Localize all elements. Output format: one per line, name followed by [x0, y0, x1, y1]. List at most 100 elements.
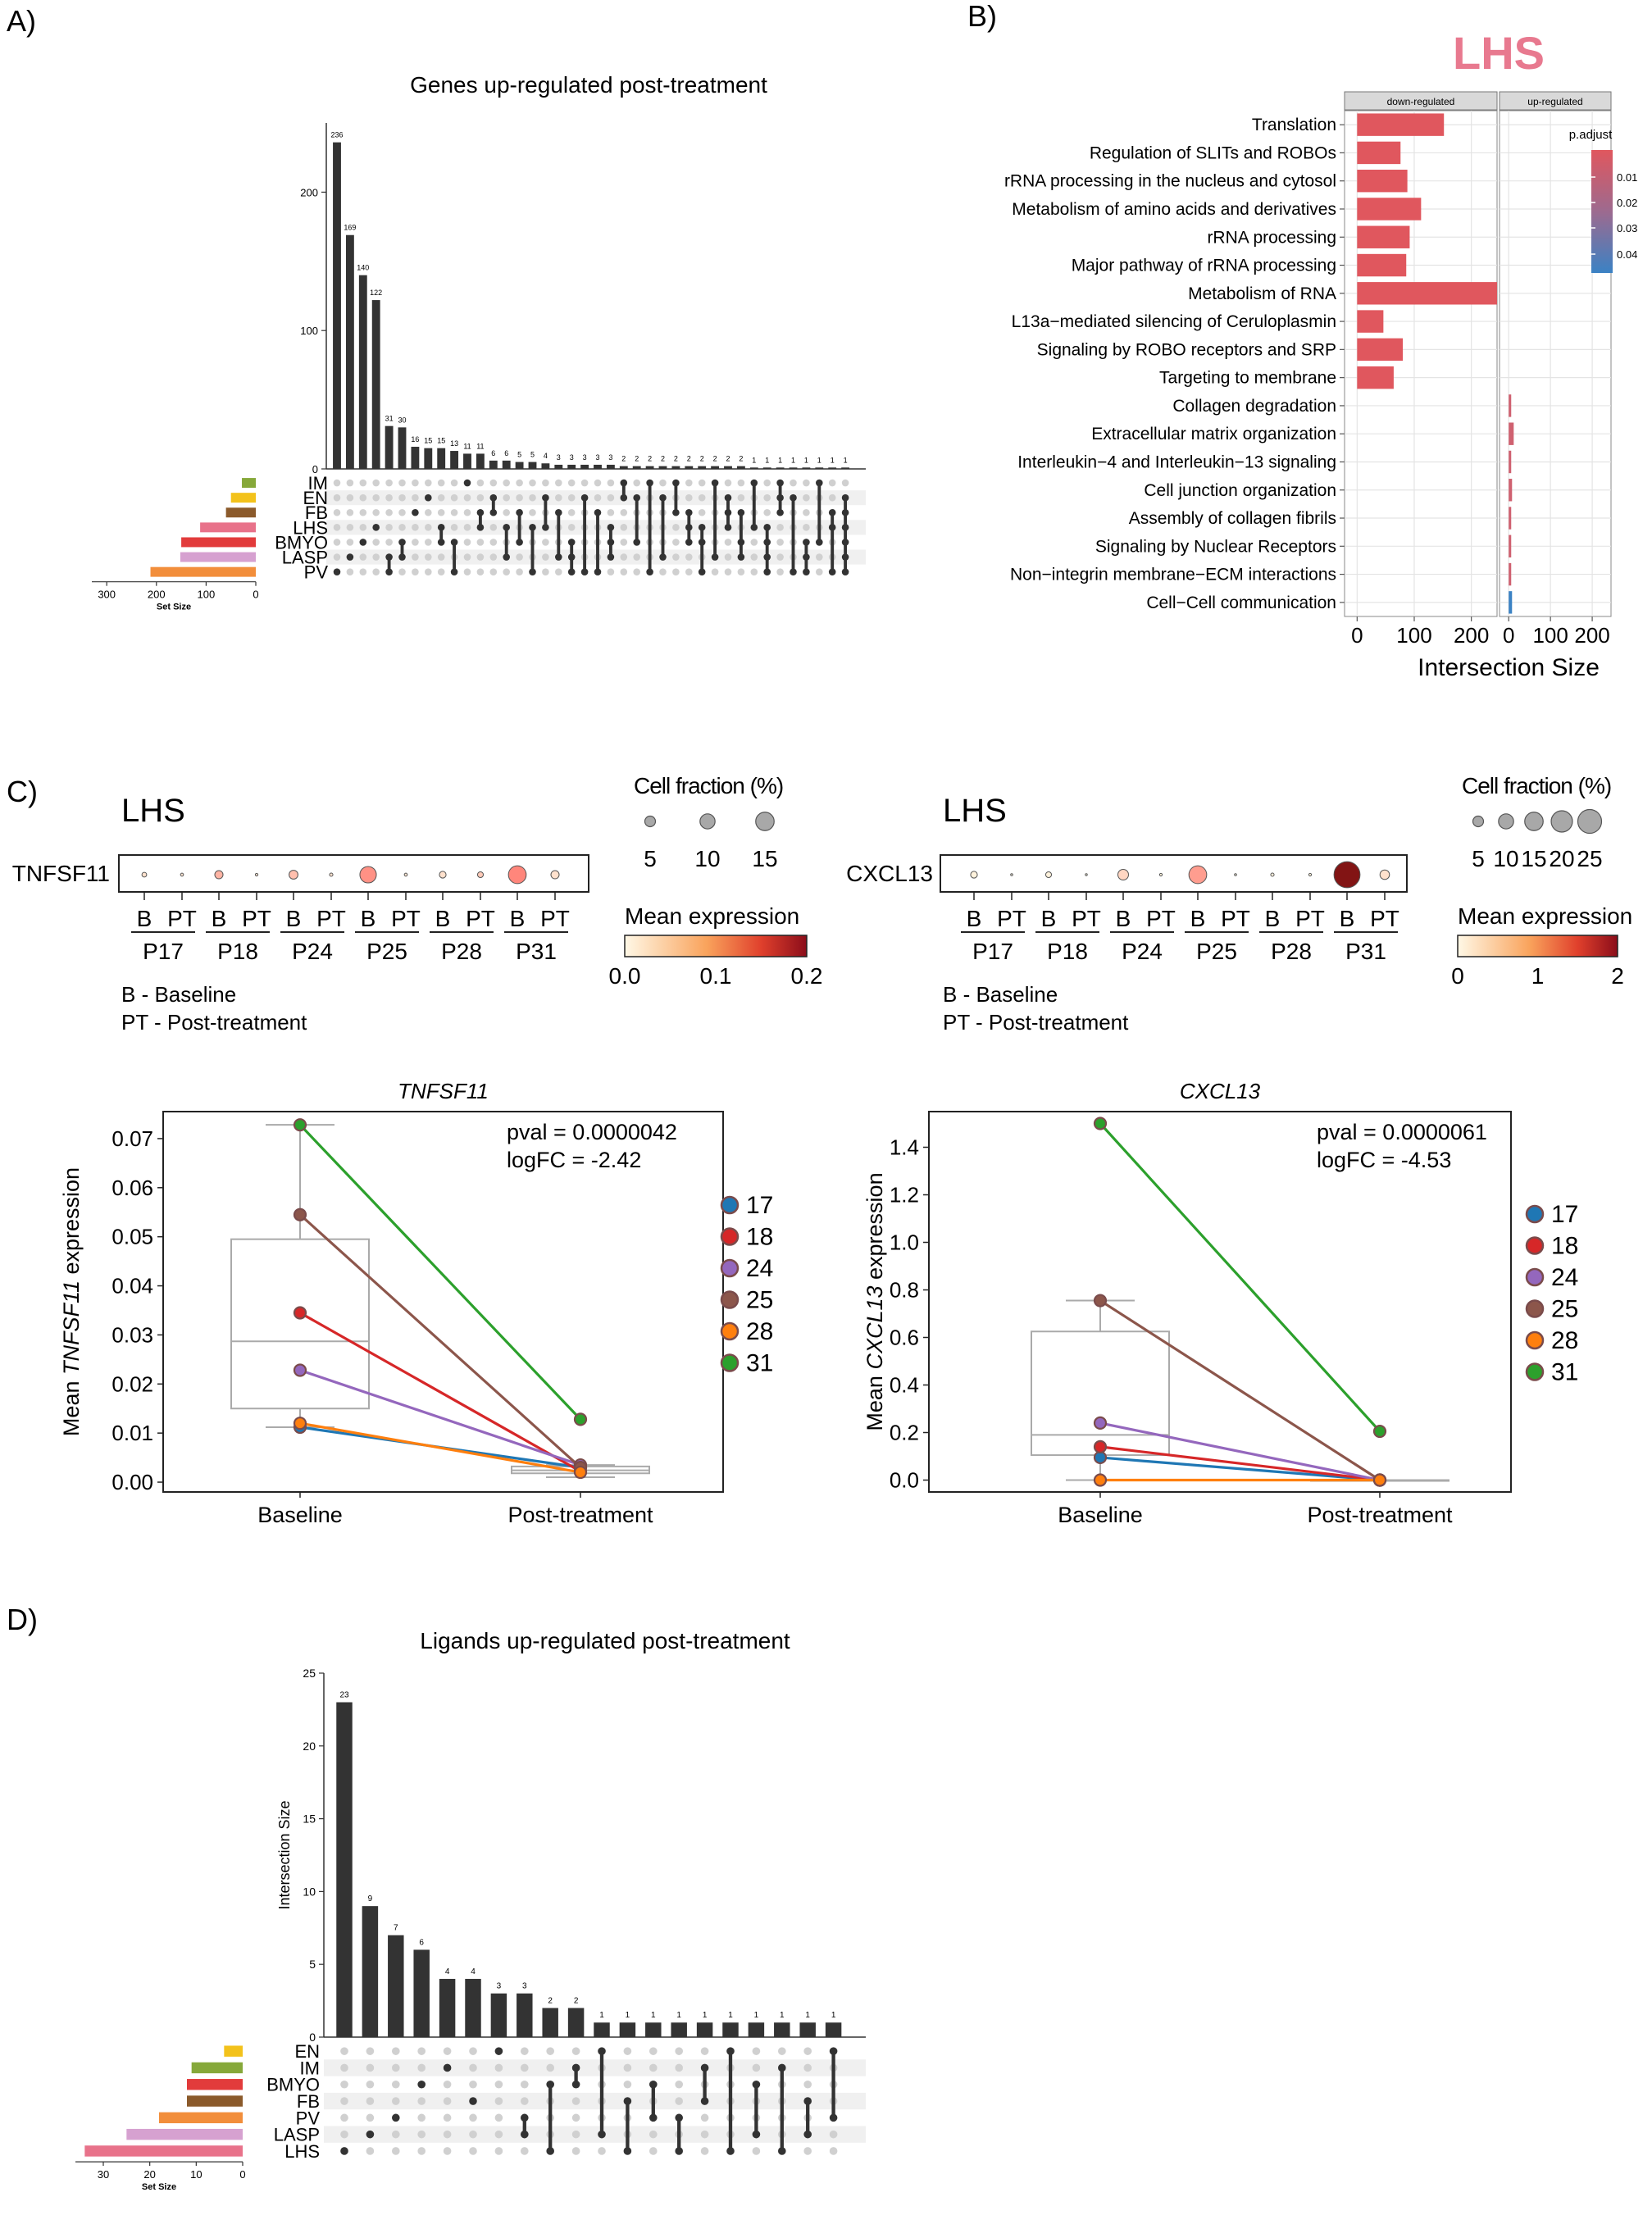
color-legend-tick: 1 — [1531, 963, 1545, 989]
pathway-bar — [1509, 562, 1512, 586]
matrix-dot-empty — [620, 539, 628, 546]
matrix-dot-empty — [776, 568, 784, 575]
pathway-label: Translation — [1252, 116, 1336, 134]
condition-label: PT — [167, 906, 197, 931]
matrix-dot-empty — [412, 539, 419, 546]
condition-label: PT — [1370, 906, 1399, 931]
matrix-dot-empty — [346, 479, 354, 487]
bar-value-label: 11 — [463, 442, 471, 450]
patient-line — [299, 1369, 581, 1467]
matrix-dot-empty — [503, 568, 510, 575]
matrix-dot-empty — [437, 508, 445, 516]
pathway-label: rRNA processing — [1207, 228, 1336, 247]
bar-value-label: 16 — [411, 435, 419, 443]
bar-value-label: 31 — [385, 415, 394, 423]
y-axis-label: Mean TNFSF11 expression — [59, 1167, 84, 1436]
panel-d-upset-chart: Ligands up-regulated post-treatment Inter… — [75, 1628, 866, 2192]
matrix-dot-empty — [685, 568, 693, 575]
condition-label: PT — [242, 906, 271, 931]
matrix-dot-filled — [494, 2047, 503, 2055]
intersection-bar — [465, 1978, 481, 2037]
matrix-dot-filled — [417, 2080, 426, 2089]
matrix-dot-filled — [425, 493, 432, 502]
matrix-dot-empty — [359, 568, 367, 575]
matrix-dot-empty — [803, 2047, 812, 2055]
y-tick-label: 200 — [300, 186, 318, 198]
bar-value-label: 1 — [728, 2011, 733, 2020]
matrix-dot-empty — [516, 568, 523, 575]
color-legend-tick: 0.2 — [791, 963, 823, 989]
y-tick-label: 0 — [312, 463, 318, 475]
size-legend-dot — [1577, 808, 1603, 835]
patient-label: P18 — [217, 939, 258, 964]
matrix-dot-empty — [623, 2080, 632, 2089]
matrix-dot-empty — [546, 2063, 554, 2072]
x-tick-label: 0 — [1503, 623, 1514, 648]
condition-label: B — [435, 906, 451, 931]
patient-point — [293, 1417, 307, 1430]
matrix-dot-empty — [750, 568, 758, 575]
matrix-dot-empty — [607, 479, 615, 487]
y-tick-label: 25 — [303, 1667, 316, 1680]
matrix-dot-empty — [649, 2130, 658, 2139]
matrix-dot-empty — [607, 493, 615, 502]
expression-dot — [476, 871, 485, 879]
size-legend-title: Cell fraction (%) — [634, 773, 783, 798]
matrix-dot-empty — [412, 479, 419, 487]
condition-label: PT — [391, 906, 421, 931]
matrix-dot-empty — [675, 2047, 683, 2055]
intersection-bar — [450, 451, 459, 469]
matrix-dot-empty — [463, 508, 471, 516]
chart-title: Genes up-regulated post-treatment — [410, 72, 767, 98]
matrix-dot-empty — [516, 553, 523, 561]
intersection-bar — [528, 462, 537, 469]
legend-marker — [720, 1258, 740, 1278]
intersection-bar — [736, 466, 745, 469]
legend-label: 24 — [1551, 1264, 1578, 1291]
bar-value-label: 1 — [703, 2011, 708, 2020]
matrix-dot-empty — [333, 553, 341, 561]
color-legend-tick: 0 — [1451, 963, 1464, 989]
legend-label: 31 — [1551, 1359, 1578, 1386]
matrix-dot-empty — [763, 508, 771, 516]
matrix-dot-empty — [346, 568, 354, 575]
intersection-bar — [749, 467, 758, 469]
matrix-dot-empty — [385, 524, 393, 531]
bar-value-label: 4 — [471, 1967, 476, 1976]
condition-label: B — [967, 906, 982, 931]
matrix-dot-empty — [392, 2130, 400, 2139]
matrix-dot-empty — [503, 508, 510, 516]
bar-value-label: 2 — [661, 455, 665, 463]
matrix-dot-empty — [469, 2047, 477, 2055]
matrix-dot-empty — [752, 2063, 761, 2072]
bar-value-label: 2 — [621, 455, 626, 463]
matrix-dot-empty — [398, 493, 406, 502]
set-size-bar — [200, 522, 256, 533]
pathway-bar — [1509, 534, 1512, 558]
matrix-dot-empty — [750, 553, 758, 561]
y-tick-label: 10 — [303, 1885, 316, 1898]
pathway-bar — [1357, 366, 1394, 389]
matrix-dot-empty — [555, 568, 562, 575]
bar-value-label: 2 — [674, 455, 678, 463]
color-legend-tick: 0.1 — [700, 963, 732, 989]
set-name-label: LHS — [293, 517, 328, 538]
legend-label: 28 — [746, 1318, 773, 1345]
color-legend-title: Mean expression — [1458, 903, 1632, 929]
panel-c-dotplot-tnfsf11: LHS TNFSF11 B PT P17 B PT P18 B PT P24 B PT P25 B PT P28… — [12, 773, 823, 1035]
legend-marker — [1525, 1299, 1545, 1318]
set-size-bar — [180, 552, 256, 562]
matrix-dot-empty — [649, 2147, 658, 2155]
y-label-prefix: Mean — [862, 1370, 887, 1431]
bar-value-label: 1 — [804, 456, 808, 464]
matrix-dot-empty — [649, 2063, 658, 2072]
pathway-label: Assembly of collagen fibrils — [1129, 509, 1336, 528]
intersection-bar — [542, 2008, 558, 2037]
intersection-bar — [774, 2022, 790, 2037]
matrix-dot-empty — [620, 568, 628, 575]
set-name-label: BMYO — [275, 532, 328, 553]
matrix-dot-filled — [463, 479, 471, 487]
set-size-tick-label: 200 — [148, 589, 166, 601]
intersection-bar — [358, 275, 367, 469]
